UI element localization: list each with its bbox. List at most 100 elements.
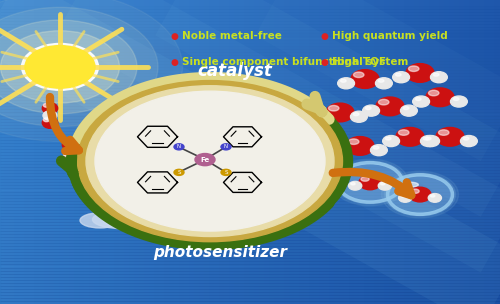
Bar [260, 0, 265, 304]
Bar [0, 146, 500, 149]
Bar [0, 137, 500, 140]
Bar [0, 185, 500, 188]
Ellipse shape [326, 103, 354, 122]
Bar [0, 170, 500, 173]
Bar [0, 204, 500, 207]
Ellipse shape [44, 118, 50, 122]
Bar [465, 0, 470, 304]
Bar [180, 0, 185, 304]
Bar [0, 82, 500, 85]
Bar [0, 237, 500, 240]
Bar [20, 0, 25, 304]
Bar [140, 0, 145, 304]
Ellipse shape [430, 72, 448, 83]
Bar [425, 0, 430, 304]
Ellipse shape [404, 107, 409, 110]
Ellipse shape [348, 181, 362, 190]
Ellipse shape [428, 90, 439, 96]
Bar [0, 91, 500, 94]
Bar [0, 292, 500, 295]
Bar [0, 52, 500, 55]
Ellipse shape [422, 136, 440, 147]
Bar [0, 3, 500, 6]
Bar [200, 0, 205, 304]
Text: N: N [224, 144, 228, 149]
Bar [60, 0, 65, 304]
Circle shape [0, 0, 182, 141]
Bar [0, 192, 500, 195]
Bar [350, 0, 355, 304]
Text: High TOF: High TOF [332, 57, 386, 67]
Circle shape [389, 176, 451, 213]
Bar [0, 116, 500, 119]
Ellipse shape [88, 184, 102, 195]
Bar [485, 0, 490, 304]
Bar [155, 0, 160, 304]
Bar [160, 0, 165, 304]
Bar [0, 12, 500, 15]
Ellipse shape [434, 73, 439, 76]
Bar [0, 67, 500, 70]
Bar [295, 0, 300, 304]
Bar [125, 0, 130, 304]
Bar [0, 79, 500, 82]
Bar [185, 0, 190, 304]
Bar [0, 6, 500, 9]
Ellipse shape [401, 195, 405, 197]
Bar [80, 0, 85, 304]
Ellipse shape [103, 126, 117, 135]
Bar [0, 0, 500, 3]
Circle shape [0, 7, 158, 126]
Bar [0, 149, 500, 152]
Ellipse shape [63, 147, 77, 157]
Bar [420, 0, 425, 304]
Text: ●: ● [170, 58, 178, 67]
Bar [0, 97, 500, 100]
Bar [0, 298, 500, 301]
Bar [480, 0, 485, 304]
Bar [435, 0, 440, 304]
Ellipse shape [92, 210, 152, 229]
Bar [0, 289, 500, 292]
Ellipse shape [464, 137, 469, 140]
Ellipse shape [436, 127, 464, 146]
Ellipse shape [359, 175, 381, 190]
Bar [10, 0, 15, 304]
Bar [325, 0, 330, 304]
Ellipse shape [336, 146, 341, 149]
Bar [0, 295, 500, 298]
Bar [495, 0, 500, 304]
Circle shape [86, 86, 334, 237]
Ellipse shape [118, 215, 124, 219]
Circle shape [382, 171, 458, 218]
Ellipse shape [378, 181, 392, 190]
Circle shape [332, 159, 408, 206]
Bar [0, 140, 500, 143]
Bar [0, 207, 500, 210]
Bar [0, 18, 500, 21]
Bar [0, 155, 500, 158]
Ellipse shape [346, 136, 374, 155]
Ellipse shape [88, 178, 102, 187]
Circle shape [25, 46, 95, 88]
Bar [0, 85, 500, 88]
Bar [220, 0, 225, 304]
Ellipse shape [386, 137, 391, 140]
Bar [0, 46, 500, 49]
Ellipse shape [118, 201, 124, 205]
Circle shape [221, 169, 231, 175]
Ellipse shape [416, 98, 421, 100]
Bar [0, 64, 500, 67]
Bar [315, 0, 320, 304]
Bar [0, 228, 500, 231]
Ellipse shape [102, 133, 118, 143]
Bar [255, 0, 260, 304]
Bar [285, 0, 290, 304]
Ellipse shape [145, 207, 210, 228]
Bar [270, 0, 275, 304]
Bar [50, 0, 55, 304]
Bar [0, 143, 500, 146]
Ellipse shape [118, 200, 132, 211]
Ellipse shape [408, 66, 419, 71]
Bar [0, 55, 500, 58]
